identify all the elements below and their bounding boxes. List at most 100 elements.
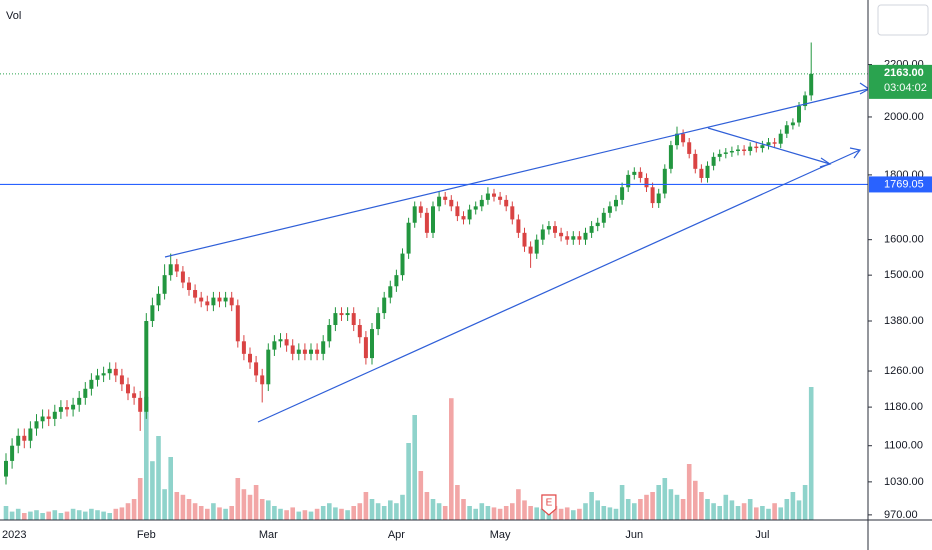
candle-body — [656, 193, 661, 204]
candle-body — [583, 232, 588, 240]
candle-body — [400, 253, 405, 276]
candle-body — [309, 349, 313, 354]
axes: 2023 Feb Mar Apr May Jun Jul 970.00 1030.00 1100.… — [2, 58, 932, 541]
volume-bar — [766, 508, 771, 520]
candle-body — [382, 297, 387, 314]
volume-bar — [693, 480, 698, 520]
volume-bar — [34, 510, 39, 520]
trend-line — [707, 127, 831, 165]
volume-bar — [205, 508, 210, 520]
candle-body — [126, 384, 130, 394]
candle-body — [589, 226, 594, 233]
volume-bar — [784, 499, 790, 520]
volume-bar — [95, 510, 100, 520]
candle-body — [290, 345, 295, 354]
candle-body — [370, 329, 374, 359]
candle-body — [113, 368, 118, 376]
volume-bar — [70, 508, 76, 520]
volume-label: Vol — [6, 10, 21, 22]
volume-bar — [790, 492, 796, 520]
volume-bar — [89, 508, 94, 520]
volume-bar — [796, 500, 802, 520]
volume-bar — [302, 510, 308, 520]
candle-body — [492, 193, 496, 197]
volume-bar — [345, 510, 350, 520]
candle-body — [174, 264, 179, 272]
hline-tag — [869, 176, 932, 193]
volume-bar — [577, 508, 582, 520]
candle-body — [742, 149, 747, 151]
volume-bar — [564, 507, 570, 520]
volume-bar — [473, 508, 478, 520]
volume-bar — [64, 511, 70, 520]
volume-bar — [558, 508, 564, 520]
volume-bar — [83, 511, 88, 520]
y-tick-label: 1030.00 — [884, 476, 924, 488]
y-tick-label: 1260.00 — [884, 365, 924, 377]
volume-bar — [150, 461, 155, 520]
candle-body — [199, 297, 204, 302]
candle-body — [681, 133, 686, 143]
candle-body — [10, 445, 15, 461]
volume-bar — [290, 507, 295, 520]
candle-body — [193, 290, 198, 298]
candle-body — [266, 349, 271, 385]
candle-body — [65, 407, 69, 410]
volume-bar — [589, 492, 594, 520]
candle-body — [4, 460, 8, 477]
candle-body — [485, 193, 490, 200]
volume-bar — [705, 499, 710, 520]
candle-body — [571, 236, 576, 240]
volume-bar — [802, 485, 808, 520]
volume-bar — [485, 506, 491, 520]
volume-bar — [186, 499, 192, 520]
volume-bar — [571, 510, 576, 520]
candle-body — [138, 397, 143, 412]
candle-body — [748, 146, 753, 151]
candle-body — [351, 313, 356, 326]
volume-bar — [40, 513, 45, 520]
volume-bar — [735, 506, 741, 520]
volume-bar — [381, 506, 387, 520]
candle-body — [278, 339, 283, 342]
candle-body — [388, 286, 393, 298]
candle-body — [790, 122, 795, 126]
candle-body — [662, 168, 667, 194]
candle-body — [412, 206, 417, 223]
candle-body — [89, 379, 94, 389]
settings-button[interactable] — [877, 4, 929, 36]
candle-body — [467, 209, 472, 220]
volume-bar — [668, 489, 674, 520]
volume-bar — [424, 492, 430, 520]
volume-bar — [375, 503, 381, 520]
volume-bar — [327, 503, 332, 520]
candle-body — [211, 297, 216, 306]
volume-bar — [540, 508, 546, 520]
candle-body — [687, 142, 692, 154]
plot-area: E — [0, 42, 868, 520]
candle-body — [46, 416, 51, 419]
x-tick-label: May — [490, 529, 511, 541]
volume-bar — [394, 503, 399, 520]
volume-bar — [601, 506, 607, 520]
candle-body — [650, 187, 655, 204]
volume-bar — [9, 511, 15, 520]
candle-body — [144, 321, 149, 412]
volume-bar — [266, 500, 271, 520]
candle-body — [504, 199, 509, 207]
candle-body — [248, 353, 252, 363]
x-tick-label: 2023 — [2, 529, 26, 541]
candle-body — [260, 375, 265, 385]
volume-bar — [22, 513, 27, 520]
volume-bar — [516, 489, 521, 520]
volume-bar — [638, 499, 643, 520]
volume-bar — [168, 457, 173, 520]
candle-body — [736, 149, 740, 151]
candle-body — [376, 313, 381, 330]
candle-body — [95, 375, 100, 380]
volume-bar — [760, 506, 765, 520]
volume-bar — [656, 485, 661, 520]
candle-body — [34, 421, 39, 429]
volume-bar — [583, 503, 588, 520]
